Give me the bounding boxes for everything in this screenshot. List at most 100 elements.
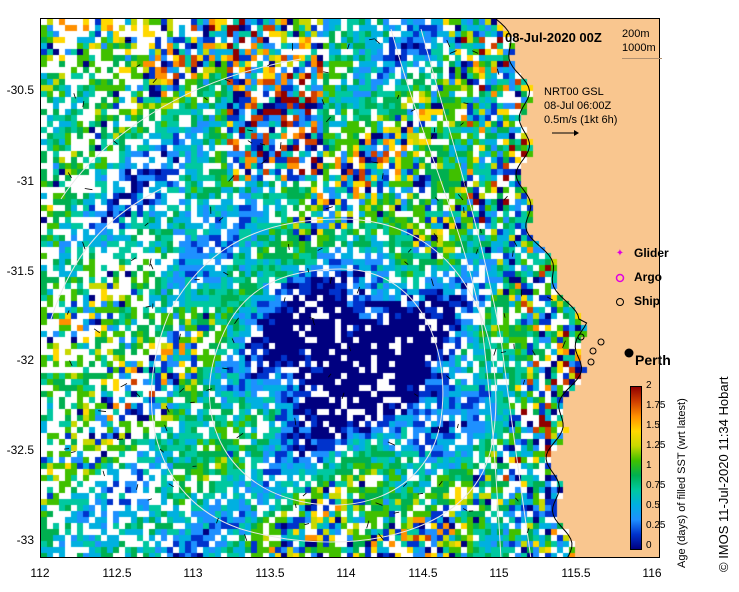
current-source-label: NRT00 GSL	[544, 86, 604, 98]
current-vector	[434, 197, 439, 201]
current-vector	[546, 296, 553, 301]
current-vector	[381, 173, 384, 180]
current-vector	[259, 143, 266, 146]
lat-tick: -31.5	[6, 264, 34, 278]
current-vector	[66, 310, 70, 315]
current-vector	[369, 38, 375, 41]
legend-ship: Ship	[634, 294, 660, 308]
current-vector	[69, 360, 73, 367]
contour-line	[60, 58, 302, 200]
lon-tick: 115	[489, 566, 509, 580]
current-vector	[234, 317, 239, 324]
current-vector	[70, 451, 76, 454]
ship-icon	[616, 298, 624, 306]
colorbar-tick: 1.75	[646, 400, 666, 411]
lon-tick: 113	[183, 566, 203, 580]
current-vector	[513, 240, 518, 247]
current-vector	[82, 241, 86, 250]
current-scale-label: 0.5m/s (1kt 6h)	[544, 114, 618, 126]
current-vector	[247, 140, 253, 144]
current-vector	[493, 348, 497, 356]
current-vector	[562, 340, 566, 349]
perth-label: Perth	[635, 352, 671, 368]
current-vector	[496, 68, 500, 75]
colorbar-tick: 0.5	[646, 500, 660, 511]
current-vector	[396, 94, 400, 99]
current-vector	[515, 497, 519, 502]
current-vector	[464, 181, 467, 188]
current-vector	[312, 318, 315, 326]
current-vector	[224, 78, 231, 83]
current-vector	[136, 64, 141, 68]
current-vector	[124, 40, 131, 42]
current-vector	[375, 502, 383, 506]
current-vector	[512, 250, 514, 257]
map-overlay	[50, 19, 634, 557]
ship-marker	[577, 333, 585, 341]
current-vector	[294, 417, 297, 426]
current-vector	[480, 229, 482, 234]
current-vector	[317, 247, 323, 251]
current-vector	[433, 233, 439, 239]
current-vector	[307, 268, 310, 273]
contour-line	[50, 188, 162, 320]
current-vector	[404, 261, 409, 265]
current-vector	[63, 448, 70, 450]
colorbar-tick: 1	[646, 460, 652, 471]
current-vector	[532, 350, 536, 356]
current-vector	[328, 373, 332, 378]
current-vector	[145, 305, 152, 308]
depth-legend-line	[622, 58, 662, 59]
current-vector	[366, 520, 370, 529]
legend-argo: Argo	[634, 270, 662, 284]
current-vector	[120, 383, 128, 388]
current-vector	[462, 508, 468, 512]
current-vector	[349, 346, 351, 352]
sst-age-raster	[41, 19, 659, 557]
current-vector	[84, 188, 93, 191]
current-time-label: 08-Jul 06:00Z	[544, 100, 612, 112]
lon-tick: 116	[642, 566, 662, 580]
current-vector	[228, 175, 235, 182]
map-title: 08-Jul-2020 00Z	[505, 30, 602, 45]
ship-marker	[589, 347, 597, 355]
current-vector	[203, 97, 208, 101]
current-vector	[410, 108, 416, 112]
current-vector	[150, 263, 154, 270]
current-vector	[216, 517, 219, 524]
current-vector	[82, 101, 85, 108]
current-vector	[73, 93, 76, 99]
glider-icon: ✦	[616, 248, 624, 259]
current-vector	[325, 206, 333, 210]
current-vector	[329, 277, 332, 284]
current-vector	[347, 43, 350, 50]
current-vector	[144, 222, 149, 227]
current-vector	[446, 39, 451, 48]
current-vector	[136, 392, 141, 398]
ship-marker	[597, 338, 605, 346]
colorbar-tick: 0.25	[646, 520, 666, 531]
current-vector	[323, 71, 329, 74]
perth-marker	[624, 348, 634, 358]
colorbar-tick: 2	[646, 380, 652, 391]
lon-tick: 113.5	[255, 566, 285, 580]
current-vector	[304, 523, 310, 526]
eddy-contour	[150, 218, 497, 543]
current-vector	[387, 441, 396, 446]
isobath-200m	[390, 28, 502, 557]
legend-glider: Glider	[634, 246, 669, 260]
current-vector	[503, 313, 506, 318]
current-vector	[236, 432, 244, 439]
current-vector	[378, 533, 384, 541]
legend-markers: ✦	[615, 248, 625, 306]
current-vector	[93, 328, 101, 334]
ship-marker	[587, 358, 595, 366]
current-vector	[414, 393, 419, 397]
current-vector	[149, 258, 152, 267]
current-vector	[222, 367, 230, 370]
current-vector	[475, 249, 479, 255]
current-scale-arrow	[552, 130, 579, 136]
depth-label-200m: 200m	[622, 28, 650, 40]
current-vector	[283, 297, 286, 303]
